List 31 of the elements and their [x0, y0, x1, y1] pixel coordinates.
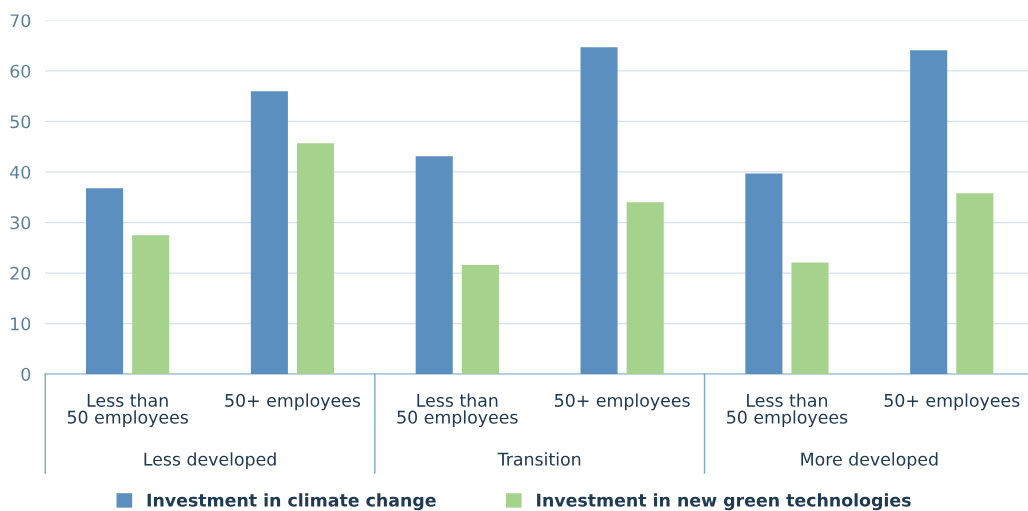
bar [626, 202, 664, 375]
bar [910, 50, 948, 375]
y-tick-label: 20 [10, 266, 31, 280]
y-tick-label: 10 [11, 317, 31, 331]
bar [791, 262, 829, 375]
text: More developed [801, 452, 938, 470]
bar [956, 193, 994, 375]
legend-label: Investment in new green technologies [537, 493, 911, 511]
legend-label: Investment in climate change [147, 493, 436, 511]
bar [297, 143, 335, 375]
x-tick-label: Less than 50 employees [397, 393, 518, 428]
x-tick-label: 50+ employees [225, 393, 361, 411]
x-tick-label: Less than 50 employees [727, 393, 848, 428]
bar [132, 235, 170, 375]
text: Less developed [144, 452, 276, 470]
y-tick-label: 50 [10, 115, 31, 129]
bar [580, 47, 618, 375]
y-tick-label: 40 [10, 165, 31, 179]
y-tick-label: 60 [10, 64, 31, 78]
text: Transition [497, 452, 581, 466]
bar [461, 264, 499, 375]
x-tick-label: Less than 50 employees [67, 393, 188, 428]
bar [745, 173, 783, 375]
y-tick-label: 0 [21, 367, 31, 381]
bar [86, 188, 124, 375]
y-tick-label: 70 [10, 14, 31, 28]
bar [415, 156, 453, 375]
y-tick-label: 30 [10, 216, 31, 230]
x-tick-label: 50+ employees [555, 393, 690, 411]
x-tick-label: 50+ employees [884, 393, 1020, 411]
bar [250, 91, 288, 375]
